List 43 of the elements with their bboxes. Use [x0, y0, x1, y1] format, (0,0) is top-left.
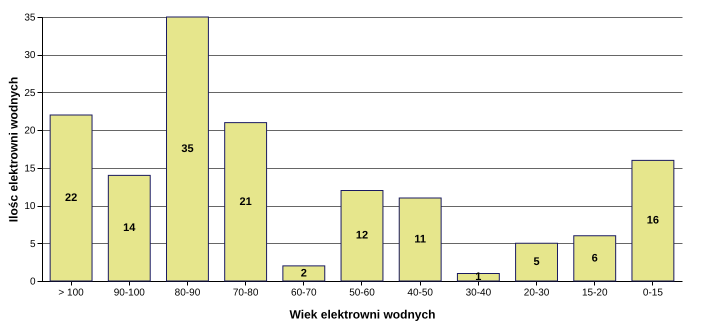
bar — [50, 114, 93, 282]
x-tick-label: 40-50 — [407, 288, 434, 298]
data-label: 11 — [414, 234, 426, 246]
x-tick-label: 90-100 — [114, 288, 146, 298]
x-tick-label: 50-60 — [349, 288, 376, 298]
data-label: 6 — [592, 252, 598, 264]
y-tick-label: 10 — [24, 201, 36, 212]
bar — [515, 242, 558, 282]
y-tick-label: 20 — [24, 126, 36, 137]
y-tick-label: 15 — [24, 163, 36, 174]
y-tick-label: 30 — [24, 50, 36, 62]
x-tick-label: 20-30 — [524, 288, 550, 298]
data-label: 12 — [356, 230, 368, 242]
x-axis-title: Wiek elektrowni wodnych — [290, 308, 436, 322]
data-label: 21 — [240, 196, 252, 208]
bar — [282, 265, 326, 282]
data-label: 14 — [123, 222, 136, 234]
x-tick-label: 80-90 — [174, 288, 201, 298]
data-label: 1 — [475, 271, 482, 284]
data-label: 35 — [181, 143, 194, 155]
bar — [631, 160, 674, 282]
y-axis-title: Ilośc elektrowni wodnych — [6, 76, 20, 222]
y-tick-label: 35 — [24, 12, 36, 24]
y-tick-label: 5 — [30, 238, 36, 250]
bar — [108, 174, 151, 282]
x-tick-label: 60-70 — [291, 288, 318, 298]
y-tick-label: 25 — [24, 88, 36, 99]
data-label: 2 — [300, 267, 307, 280]
data-label: 16 — [646, 214, 660, 227]
bar — [224, 122, 268, 282]
y-tick-label: 0 — [30, 276, 36, 288]
bar — [166, 16, 209, 282]
x-tick-label: > 100 — [58, 288, 84, 298]
data-label: 22 — [64, 192, 78, 204]
x-tick-label: 30-40 — [466, 288, 492, 298]
bar — [456, 272, 500, 282]
bar — [573, 235, 616, 282]
data-label: 5 — [533, 256, 540, 268]
bar — [398, 198, 442, 282]
x-tick-label: 15-20 — [582, 288, 608, 298]
x-tick-label: 70-80 — [232, 288, 259, 298]
bar — [340, 190, 384, 282]
x-tick-label: 0-15 — [642, 288, 664, 298]
